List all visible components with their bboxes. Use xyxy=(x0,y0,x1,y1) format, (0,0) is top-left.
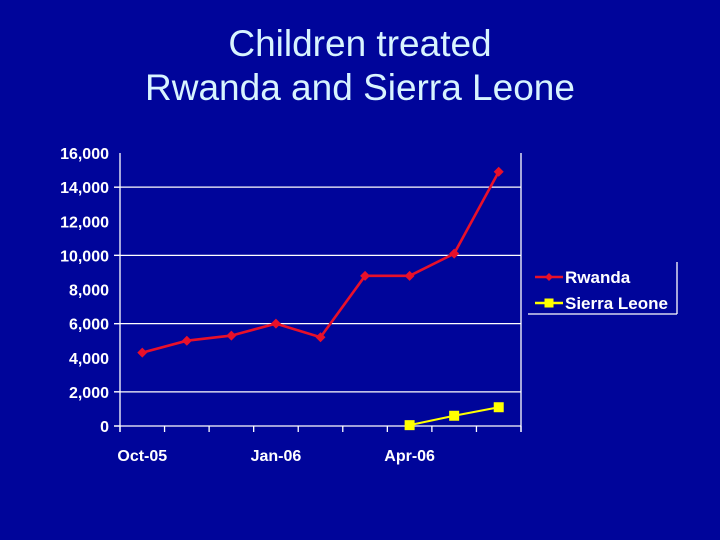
diamond-marker xyxy=(181,335,192,346)
y-tick-label: 14,000 xyxy=(60,180,109,197)
y-axis-labels: 0 2,000 4,000 6,000 8,000 10,000 12,000 14,000 1… xyxy=(60,146,109,436)
legend-item-sierra-leone: Sierra Leone xyxy=(535,294,668,313)
x-tick-label: Apr-06 xyxy=(384,448,435,465)
square-marker xyxy=(493,402,504,413)
legend-label: Rwanda xyxy=(565,268,631,287)
diamond-marker xyxy=(493,166,504,177)
diamond-marker xyxy=(404,270,415,281)
axes xyxy=(114,153,522,432)
title-line-2: Rwanda and Sierra Leone xyxy=(145,67,575,108)
diamond-marker xyxy=(545,273,553,281)
legend: Rwanda Sierra Leone xyxy=(528,262,678,315)
diamond-marker xyxy=(360,270,371,281)
diamond-marker xyxy=(449,248,460,259)
diamond-marker xyxy=(270,318,281,329)
slide-title: Children treated Rwanda and Sierra Leone xyxy=(0,22,720,110)
series-line xyxy=(141,171,500,354)
y-tick-label: 10,000 xyxy=(60,248,109,265)
title-line-1: Children treated xyxy=(228,23,492,64)
gridlines xyxy=(114,186,521,393)
legend-label: Sierra Leone xyxy=(565,294,668,313)
square-marker xyxy=(404,420,415,431)
series-rwanda xyxy=(137,166,504,358)
x-tick-label: Jan-06 xyxy=(251,448,302,465)
legend-item-rwanda: Rwanda xyxy=(535,268,631,287)
x-tick-label: Oct-05 xyxy=(117,448,167,465)
y-tick-label: 2,000 xyxy=(69,385,109,402)
y-tick-label: 16,000 xyxy=(60,146,109,163)
y-tick-label: 12,000 xyxy=(60,214,109,231)
x-axis-labels: Oct-05 Jan-06 Apr-06 xyxy=(117,448,435,465)
y-tick-label: 4,000 xyxy=(69,351,109,368)
diamond-marker xyxy=(137,347,148,358)
series-sierra-leone xyxy=(404,402,504,431)
diamond-marker xyxy=(315,332,326,343)
y-tick-label: 0 xyxy=(100,419,109,436)
y-tick-label: 6,000 xyxy=(69,317,109,334)
square-marker xyxy=(544,298,554,308)
square-marker xyxy=(449,410,460,421)
diamond-marker xyxy=(226,330,237,341)
y-tick-label: 8,000 xyxy=(69,283,109,300)
data-series xyxy=(137,166,504,431)
